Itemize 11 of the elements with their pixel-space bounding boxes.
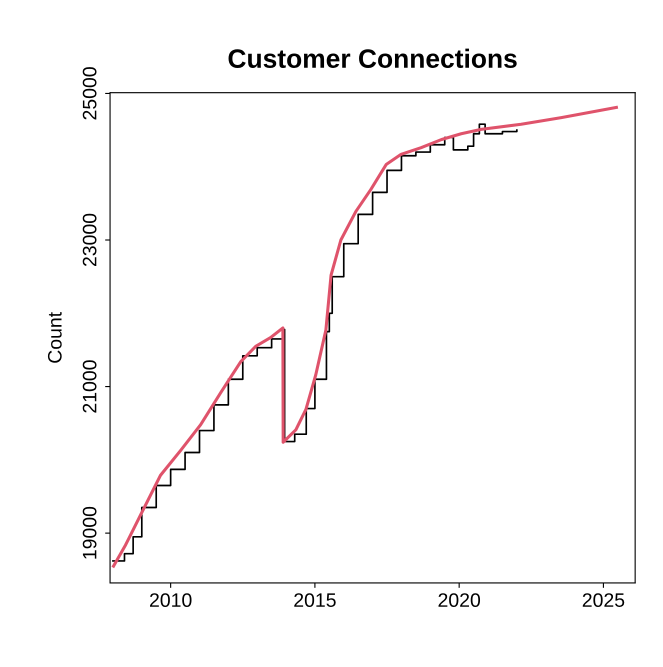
line-series	[112, 106, 618, 568]
y-tick-label: 25000	[82, 67, 96, 120]
y-tick-label: 21000	[82, 360, 96, 413]
y-tick-label: 19000	[82, 506, 96, 559]
x-tick-label: 2020	[438, 593, 480, 607]
y-tick-label: 23000	[82, 214, 96, 266]
y-axis-title: Count	[48, 312, 62, 363]
x-tick-label: 2015	[294, 593, 336, 607]
x-tick-label: 2010	[150, 593, 192, 607]
chart-title: Customer Connections	[228, 48, 517, 68]
x-tick-label: 2025	[582, 593, 624, 607]
